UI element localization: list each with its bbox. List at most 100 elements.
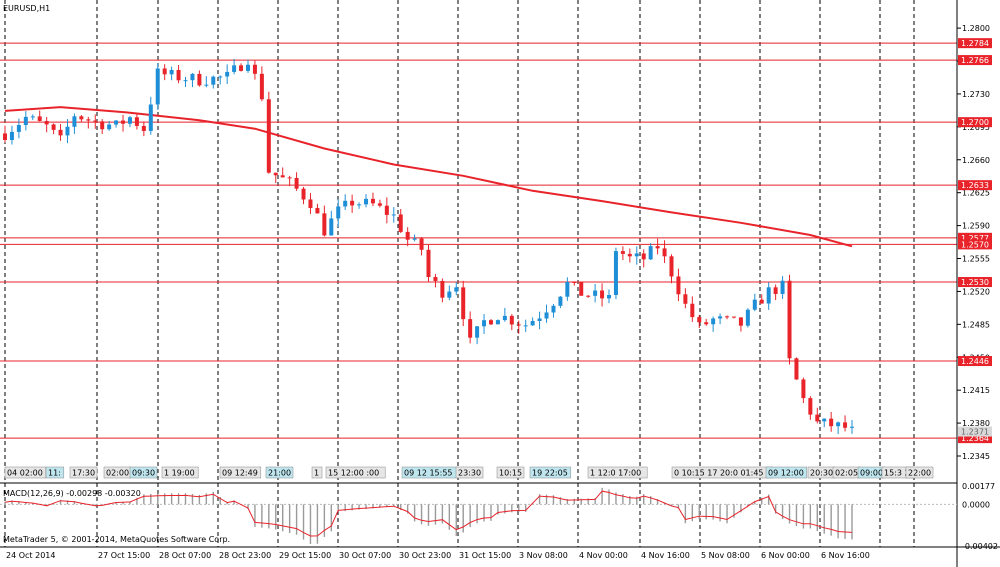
x-tick-label: 30 Oct 07:00: [339, 551, 391, 560]
trade-marker-label: 15:3 2: [884, 469, 910, 478]
x-tick-label: 28 Oct 07:00: [159, 551, 211, 560]
macd-tick-label: 0.00177: [962, 482, 995, 491]
candle-body: [683, 294, 688, 304]
candle-body: [107, 124, 112, 130]
candle-body: [86, 119, 91, 121]
trade-marker-label: 21:00: [268, 469, 291, 478]
candle-body: [183, 80, 188, 82]
candle-body: [155, 68, 160, 105]
trade-marker-label: 09:30: [132, 469, 155, 478]
trade-marker[interactable]: [129, 466, 158, 479]
x-tick-label: 28 Oct 23:00: [219, 551, 271, 560]
level-label: 1.2766: [961, 56, 989, 65]
candle-body: [190, 73, 195, 81]
candle-body: [252, 64, 257, 74]
level-tag: [958, 117, 992, 128]
candle-body: [65, 126, 70, 136]
trade-marker[interactable]: [219, 466, 262, 479]
trade-marker[interactable]: [455, 466, 484, 479]
candle-body: [537, 318, 542, 321]
trade-marker-label: 11:: [48, 469, 61, 478]
trade-marker-label: 02:05: [835, 469, 858, 478]
candle-body: [773, 287, 778, 294]
candle-body: [357, 204, 362, 206]
trade-marker[interactable]: [311, 466, 323, 479]
candle-body: [495, 320, 500, 325]
candle-body: [850, 426, 854, 428]
candle-body: [676, 276, 681, 295]
candle-body: [72, 116, 77, 127]
candle-body: [58, 129, 63, 136]
candle-body: [475, 326, 480, 338]
trade-marker-label: 1 12:0 17:00: [590, 469, 641, 478]
trade-marker[interactable]: [161, 466, 199, 479]
trade-marker[interactable]: [325, 466, 386, 479]
candle-body: [266, 99, 271, 173]
trade-marker[interactable]: [496, 466, 525, 479]
candle-body: [801, 379, 806, 399]
candle-body: [579, 282, 584, 296]
candle-body: [738, 317, 743, 326]
trade-marker[interactable]: [765, 466, 808, 479]
candle-body: [218, 76, 223, 78]
candle-body: [433, 277, 438, 281]
level-tag: [958, 180, 992, 191]
candle-body: [558, 296, 563, 306]
x-tick-label: 29 Oct 15:00: [279, 551, 331, 560]
macd-label: MACD(12,26,9) -0.00298 -0.00320: [3, 489, 141, 498]
trade-marker-label: 20:30: [810, 469, 833, 478]
candle-body: [794, 358, 799, 380]
candle-body: [502, 315, 507, 321]
moving-average: [4, 106, 853, 248]
candle-body: [232, 65, 237, 72]
candle-body: [523, 325, 528, 327]
candle-body: [509, 315, 514, 325]
x-tick-label: 24 Oct 2014: [6, 551, 55, 560]
x-tick-label: 5 Nov 08:00: [701, 551, 750, 560]
x-tick-label: 4 Nov 00:00: [579, 551, 628, 560]
candle-body: [225, 71, 230, 77]
candle-body: [245, 64, 250, 71]
candle-body: [114, 120, 119, 125]
candle-body: [211, 76, 216, 85]
x-tick-label: 3 Nov 08:00: [519, 551, 568, 560]
horizontal-levels: [0, 42, 957, 439]
candle-body: [273, 172, 278, 176]
trade-marker[interactable]: [529, 466, 572, 479]
level-label: 1.2700: [961, 118, 989, 127]
candle-body: [398, 214, 403, 232]
candle-body: [364, 198, 369, 205]
y-tick-label: 1.2800: [962, 24, 990, 33]
candle-body: [162, 68, 167, 75]
trade-marker-label: 22:00: [908, 469, 931, 478]
y-tick-label: 1.2345: [962, 452, 990, 461]
candle-body: [121, 120, 126, 124]
trade-marker[interactable]: [905, 466, 934, 479]
macd-histogram: [0, 487, 957, 544]
vertical-grid: [4, 0, 915, 547]
trade-marker[interactable]: [45, 466, 65, 479]
level-tag: [958, 232, 992, 243]
macd-signal-line: [4, 490, 853, 537]
trade-marker[interactable]: [587, 466, 648, 479]
candle-body: [759, 299, 764, 304]
trade-marker-label: 19 22:05: [532, 469, 568, 478]
candle-body: [384, 205, 389, 215]
candle-body: [134, 117, 139, 126]
macd-tick-label: 0.0000: [962, 500, 990, 509]
candle-body: [259, 73, 264, 100]
trade-marker[interactable]: [69, 466, 98, 479]
trade-marker[interactable]: [265, 466, 294, 479]
candle-body: [343, 200, 348, 207]
candle-body: [301, 188, 306, 200]
candle-body: [23, 116, 28, 126]
candle-body: [593, 290, 598, 296]
trade-marker-label: 15 12:00 :00: [328, 469, 379, 478]
candle-body: [100, 121, 105, 130]
trade-marker-label: 0 10:15 17 20:0 01:45: [674, 469, 764, 478]
level-tag: [958, 239, 992, 250]
y-tick-label: 1.2590: [962, 222, 990, 231]
window-title: EURUSD,H1: [3, 4, 50, 13]
